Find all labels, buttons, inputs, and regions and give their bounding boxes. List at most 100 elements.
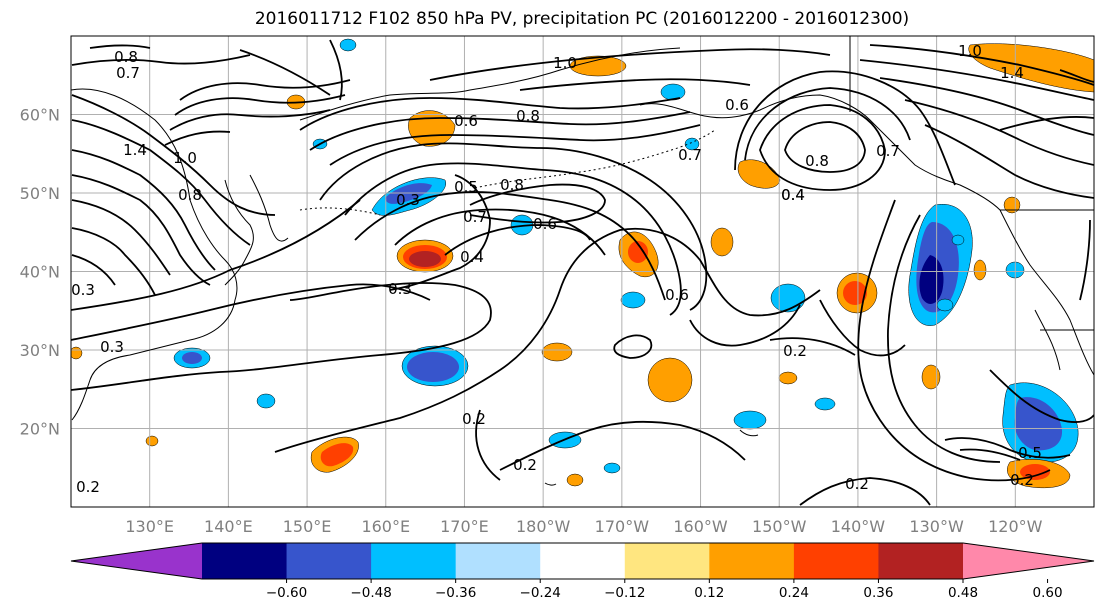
longitude-label: 150°E xyxy=(283,517,332,536)
map-area: 0.8 0.7 1.4 1.0 0.8 0.3 0.3 0.2 0.6 0.8 … xyxy=(71,36,1094,507)
contour-line xyxy=(879,77,1094,136)
contour-line xyxy=(71,199,361,311)
contour-label: 0.6 xyxy=(725,96,749,114)
longitude-label: 140°W xyxy=(831,517,886,536)
contour-label: 0.2 xyxy=(845,475,869,493)
contour-label: 0.2 xyxy=(76,478,100,496)
coast-alaska xyxy=(639,94,1001,211)
contour-line xyxy=(744,87,911,161)
contour-line xyxy=(164,130,231,146)
colorbar-segment xyxy=(455,543,541,579)
contour-line xyxy=(857,199,1051,482)
coast-kamchatka-arctic xyxy=(299,47,681,121)
contour-label: 0.6 xyxy=(665,286,689,304)
colorbar-extend-max xyxy=(963,543,1094,579)
contour-line xyxy=(329,124,701,166)
colorbar-segment xyxy=(793,543,879,579)
contour-line xyxy=(475,409,501,481)
contour-line xyxy=(444,224,591,256)
contour-line xyxy=(429,48,831,81)
latitude-label: 30°N xyxy=(20,341,60,360)
contour-label: 1.0 xyxy=(553,54,577,72)
colorbar-segment xyxy=(624,543,710,579)
longitude-label: 130°E xyxy=(125,517,174,536)
colorbar-segment xyxy=(540,543,626,579)
contour-label: 0.5 xyxy=(454,178,478,196)
colorbar-tick-label: 0.48 xyxy=(948,585,978,601)
contour-label: 0.7 xyxy=(678,146,702,164)
colorbar-tick-label: −0.24 xyxy=(520,585,561,601)
contour-line xyxy=(784,121,866,173)
contour-label: 0.8 xyxy=(805,152,829,170)
contour-line xyxy=(239,49,331,96)
contour-label: 0.6 xyxy=(454,112,478,130)
coastlines xyxy=(71,36,1094,486)
contour-line xyxy=(71,119,251,246)
contour-line xyxy=(944,437,1071,459)
contour-label: 1.4 xyxy=(1000,64,1024,82)
contour-line xyxy=(1059,69,1094,83)
contour-label: 0.2 xyxy=(513,456,537,474)
longitude-label: 170°E xyxy=(440,517,489,536)
coast-small-island xyxy=(544,482,557,486)
coast-asia-mainland xyxy=(71,88,238,421)
map-frame xyxy=(70,35,1095,508)
contour-label: 0.4 xyxy=(781,186,805,204)
contour-line xyxy=(344,162,682,316)
contour-line xyxy=(859,59,1094,101)
pv-contours xyxy=(71,39,1094,506)
longitude-labels: 130°E 140°E 150°E 160°E 170°E 180°W 170°W 160°W… xyxy=(125,517,1042,536)
coast-hawaii xyxy=(739,429,759,437)
contour-label: 0.2 xyxy=(462,410,486,428)
contour-line xyxy=(71,174,211,286)
colorbar: −0.60 −0.48 −0.36 −0.24 −0.12 0.12 0.24 0.36 0.4… xyxy=(70,542,1095,601)
contour-line xyxy=(819,299,906,357)
contour-line xyxy=(519,78,751,91)
colorbar-tick-label: −0.12 xyxy=(604,585,645,601)
longitude-label: 140°E xyxy=(204,517,253,536)
latitude-label: 60°N xyxy=(20,106,60,125)
contour-line xyxy=(71,282,492,391)
contour-label: 0.3 xyxy=(71,281,95,299)
contour-line xyxy=(759,104,886,191)
contour-line xyxy=(329,39,343,101)
contour-line xyxy=(959,448,1021,461)
latitude-label: 50°N xyxy=(20,184,60,203)
pv-contour-labels: 0.8 0.7 1.4 1.0 0.8 0.3 0.3 0.2 0.6 0.8 … xyxy=(71,42,1042,496)
contour-line xyxy=(734,70,956,186)
contour-line xyxy=(71,254,116,286)
contour-label: 0.2 xyxy=(1010,471,1034,489)
contour-label: 0.6 xyxy=(533,215,557,233)
contour-line xyxy=(71,227,156,296)
colorbar-tick-label: −0.36 xyxy=(435,585,476,601)
colorbar-tick-label: −0.60 xyxy=(266,585,307,601)
colorbar-outline xyxy=(70,542,1095,580)
contour-line xyxy=(689,304,801,347)
contour-line xyxy=(924,124,1094,199)
contour-line xyxy=(499,420,746,471)
contour-label: 0.5 xyxy=(1018,444,1042,462)
longitude-label: 180°W xyxy=(516,517,571,536)
colorbar-segment xyxy=(286,543,372,579)
contour-line xyxy=(71,149,216,271)
longitude-label: 160°W xyxy=(673,517,728,536)
latitude-label: 40°N xyxy=(20,263,60,282)
colorbar-segment xyxy=(202,543,288,579)
positive-anomaly-west-pacific xyxy=(396,239,454,273)
longitude-label: 120°W xyxy=(988,517,1043,536)
contour-line xyxy=(869,44,1094,86)
contour-line xyxy=(769,337,856,356)
contour-line xyxy=(274,227,821,453)
contour-line xyxy=(89,44,151,49)
contour-label: 0.2 xyxy=(783,342,807,360)
negative-anomaly-east xyxy=(908,203,973,326)
longitude-label: 130°W xyxy=(909,517,964,536)
contour-label: 1.0 xyxy=(173,149,197,167)
contour-label: 0.3 xyxy=(396,191,420,209)
contour-label: 0.7 xyxy=(116,64,140,82)
map-title: 2016011712 F102 850 hPa PV, precipitatio… xyxy=(255,9,909,29)
contour-line xyxy=(309,111,691,151)
latitude-labels: 60°N 50°N 40°N 30°N 20°N xyxy=(20,106,60,439)
colorbar-segment xyxy=(371,543,457,579)
